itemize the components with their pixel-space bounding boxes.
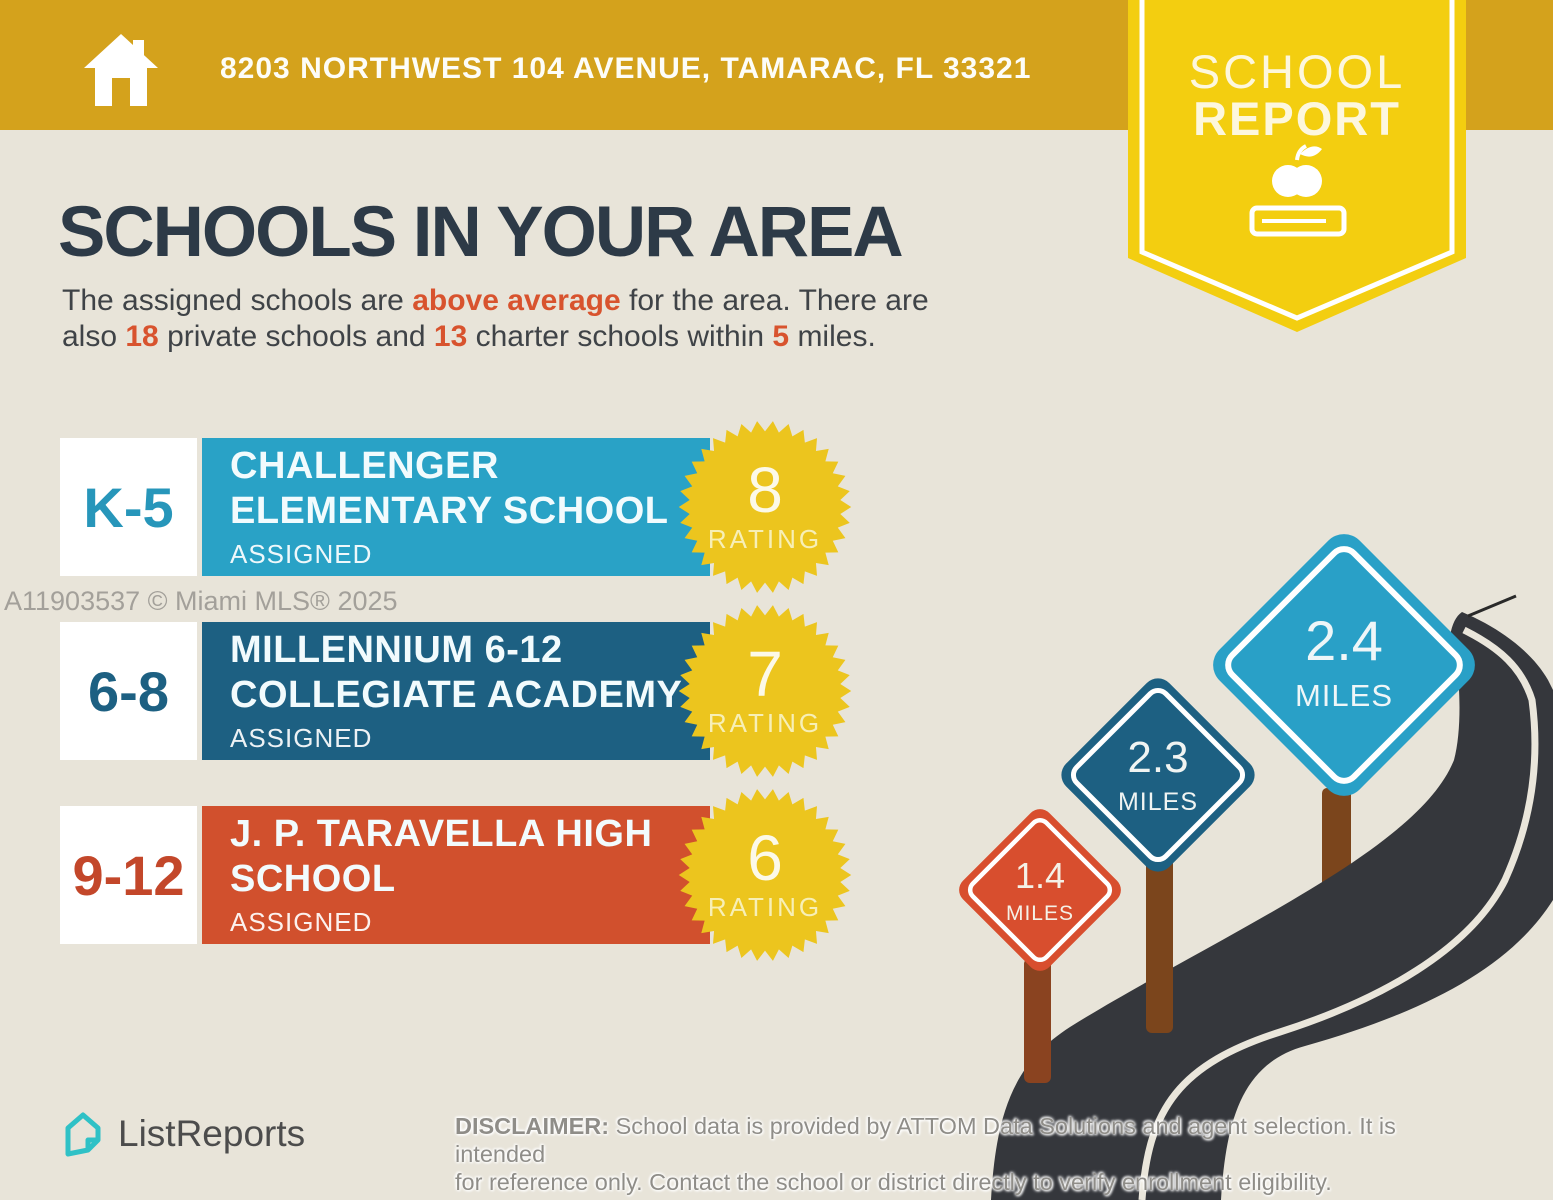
intro-segment: also	[62, 320, 126, 353]
sign-distance: 2.4	[1305, 609, 1383, 672]
intro-segment: for the area. There are	[620, 284, 929, 317]
school-report-ribbon: SCHOOL REPORT	[1128, 0, 1466, 332]
rating-label: RATING	[707, 524, 823, 554]
listreports-wordmark: ListReports	[118, 1113, 306, 1154]
house-icon	[84, 34, 158, 106]
assigned-label: ASSIGNED	[230, 539, 373, 569]
mls-watermark: A11903537 © Miami MLS® 2025	[4, 586, 398, 616]
grade-range-box: 6-8	[60, 622, 197, 760]
assigned-label: ASSIGNED	[230, 907, 373, 937]
mileage-sign-2-4: 2.4 MILES	[1213, 534, 1475, 796]
school-name-line2: ELEMENTARY SCHOOL	[230, 490, 669, 532]
listreports-logo: ListReports	[60, 1110, 305, 1158]
intro-highlight: 13	[433, 320, 468, 353]
sign-post-1-4	[1024, 958, 1051, 1083]
intro-highlight: 5	[772, 320, 790, 353]
rating-badge-elementary: 8 RATING	[677, 419, 853, 595]
page-title: SCHOOLS IN YOUR AREA	[58, 193, 904, 272]
starburst-icon	[678, 605, 852, 777]
grade-range: 9-12	[72, 843, 185, 907]
intro-highlight: 18	[125, 320, 159, 353]
school-name-line1: J. P. TARAVELLA HIGH	[230, 813, 653, 855]
sign-unit: MILES	[1295, 678, 1393, 713]
rating-value: 6	[747, 822, 783, 894]
rating-badge-middle: 7 RATING	[677, 603, 853, 779]
intro-segment: miles.	[789, 320, 876, 353]
assigned-label: ASSIGNED	[230, 723, 373, 753]
disclaimer-label: DISCLAIMER:	[455, 1113, 610, 1139]
school-name-line1: CHALLENGER	[230, 445, 499, 487]
intro-segment: charter schools within	[467, 320, 773, 353]
grade-range-box: 9-12	[60, 806, 197, 944]
sign-unit: MILES	[1118, 788, 1198, 816]
disclaimer-line2: for reference only. Contact the school o…	[455, 1169, 1332, 1195]
apple-book-icon	[1249, 144, 1347, 237]
rating-value: 8	[747, 454, 783, 526]
school-bar: CHALLENGER ELEMENTARY SCHOOL ASSIGNED	[202, 438, 710, 576]
rating-badge-high: 6 RATING	[677, 787, 853, 963]
grade-range: K-5	[83, 475, 174, 539]
intro-text: The assigned schools are above average f…	[62, 283, 1092, 355]
ribbon-word1: SCHOOL	[1189, 45, 1406, 98]
intro-segment: The assigned schools are	[62, 284, 413, 317]
starburst-icon	[678, 789, 852, 961]
rating-value: 7	[747, 638, 783, 710]
school-name-line2: SCHOOL	[230, 858, 396, 900]
grade-range: 6-8	[88, 659, 169, 723]
disclaimer-text: DISCLAIMER: School data is provided by A…	[455, 1112, 1475, 1196]
mileage-sign-2-3: 2.3 MILES	[1061, 678, 1255, 872]
property-address: 8203 NORTHWEST 104 AVENUE, TAMARAC, FL 3…	[220, 52, 1032, 85]
sign-post-2-4	[1322, 788, 1351, 898]
listreports-house-icon	[65, 1112, 101, 1157]
road-tail-line	[1467, 594, 1517, 618]
sign-distance: 1.4	[1015, 855, 1065, 896]
ribbon-word2: REPORT	[1193, 92, 1401, 145]
starburst-icon	[678, 421, 852, 593]
school-bar: J. P. TARAVELLA HIGH SCHOOL ASSIGNED	[202, 806, 710, 944]
rating-label: RATING	[707, 708, 823, 738]
rating-label: RATING	[707, 892, 823, 922]
school-name-line2: COLLEGIATE ACADEMY	[230, 674, 683, 716]
sign-post-2-3	[1146, 858, 1173, 1033]
school-bar: MILLENNIUM 6-12 COLLEGIATE ACADEMY ASSIG…	[202, 622, 710, 760]
sign-unit: MILES	[1006, 902, 1074, 925]
intro-highlight: above average	[412, 284, 621, 317]
mileage-sign-1-4: 1.4 MILES	[959, 809, 1121, 971]
intro-segment: private schools and	[158, 320, 434, 353]
grade-range-box: K-5	[60, 438, 197, 576]
sign-distance: 2.3	[1127, 733, 1188, 782]
school-name-line1: MILLENNIUM 6-12	[230, 629, 563, 671]
